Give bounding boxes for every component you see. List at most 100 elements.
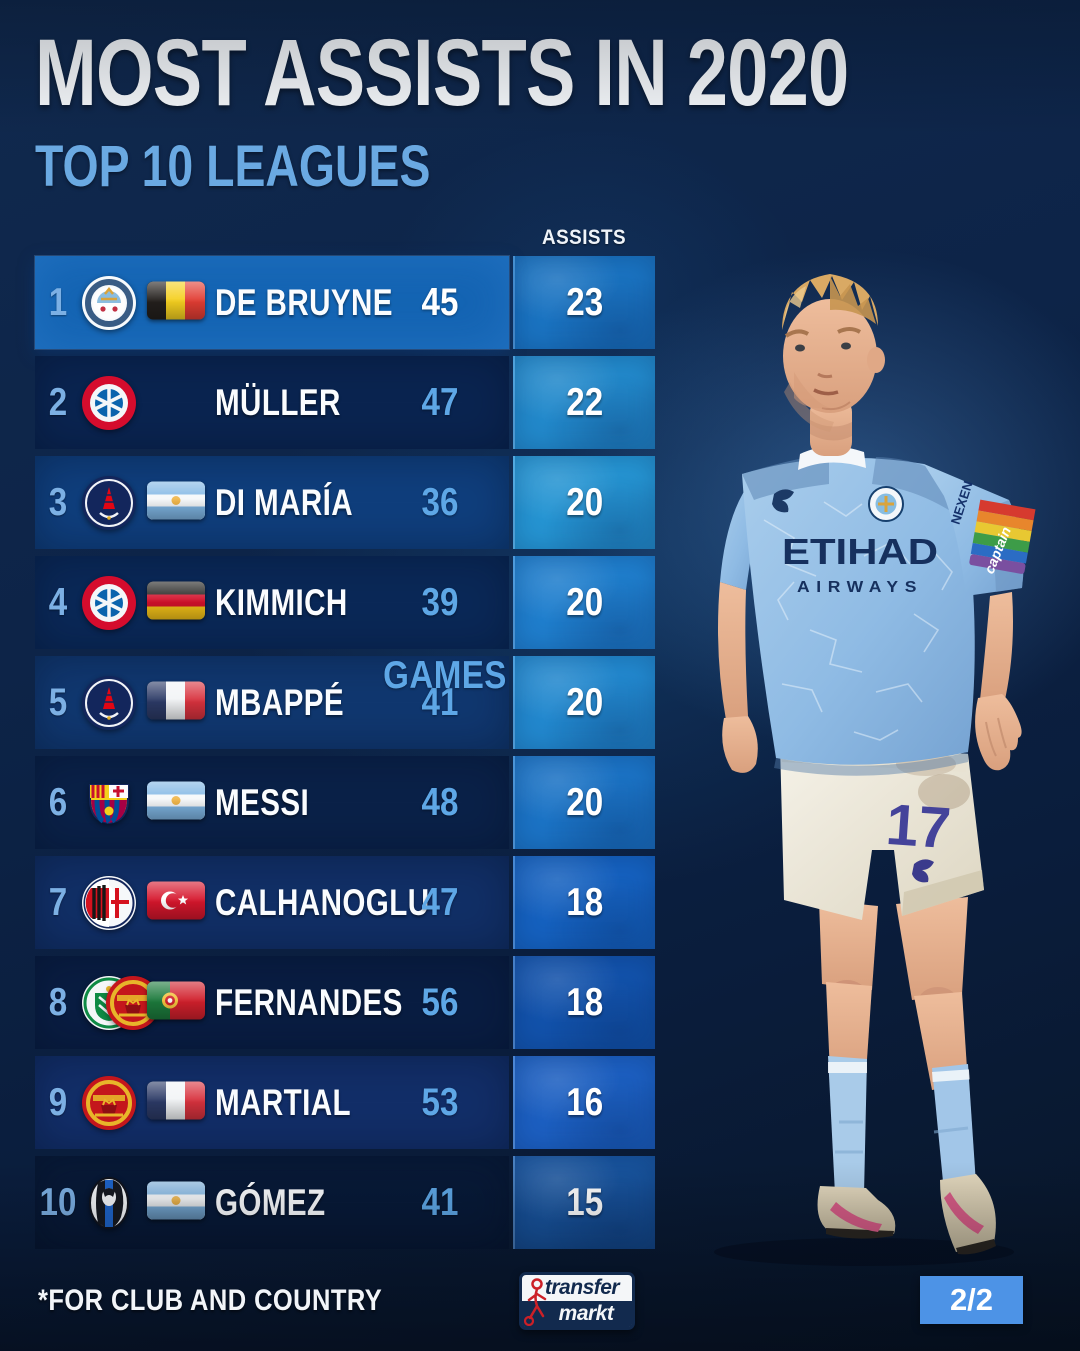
player-name: MARTIAL <box>215 1081 351 1123</box>
player-name: GÓMEZ <box>215 1181 326 1223</box>
assists-table: 1 DE BRUYNE 45 23 2 MÜLLER 47 22 3 <box>35 256 655 1256</box>
club-badges <box>81 875 137 931</box>
nation-flag-slot <box>147 281 205 324</box>
nation-flag-slot <box>147 881 205 924</box>
table-row: 9 MARTIAL 53 16 <box>35 1056 655 1149</box>
transfermarkt-logo-bottom-text: markt <box>522 1301 632 1327</box>
club-badges <box>81 575 137 631</box>
transfermarkt-logo-top-text: transfer <box>544 1276 620 1299</box>
portugal-flag <box>147 981 205 1019</box>
table-row: 3 DI MARÍA 36 20 <box>35 456 655 549</box>
assists-cell: 23 <box>513 256 655 349</box>
assists-cell: 20 <box>513 556 655 649</box>
turkey-flag <box>147 881 205 919</box>
column-header-games: GAMES <box>383 653 507 697</box>
games-value: 39 <box>421 580 459 624</box>
argentina-flag <box>147 781 205 819</box>
table-row: 7 CALHANOGLU 47 18 <box>35 856 655 949</box>
assists-value: 20 <box>566 480 604 524</box>
assists-cell: 20 <box>513 456 655 549</box>
rank-number: 1 <box>48 280 68 324</box>
germany-flag <box>147 581 205 619</box>
assists-cell: 20 <box>513 656 655 749</box>
transfermarkt-logo: transfer markt <box>519 1272 635 1330</box>
table-row: 10 GÓMEZ 41 15 <box>35 1156 655 1249</box>
games-value: 53 <box>421 1080 459 1124</box>
player-name: MESSI <box>215 781 310 823</box>
puma-logo-shorts <box>912 859 934 883</box>
assists-cell: 16 <box>513 1056 655 1149</box>
rank-number: 4 <box>48 580 68 624</box>
games-value: 56 <box>421 980 459 1024</box>
transfermarkt-player-icon <box>524 1278 547 1326</box>
player-photo: 17 <box>614 252 1080 1270</box>
rank-number: 2 <box>48 380 68 424</box>
assists-value: 22 <box>566 380 604 424</box>
games-value: 41 <box>421 1180 459 1224</box>
ac-milan-badge <box>81 875 137 931</box>
table-row: 4 KIMMICH 39 20 <box>35 556 655 649</box>
rank-number: 9 <box>48 1080 68 1124</box>
rank-number: 6 <box>48 780 68 824</box>
assists-cell: 18 <box>513 856 655 949</box>
psg-badge <box>81 475 137 531</box>
manchester-united-badge <box>81 1075 137 1131</box>
page-title: MOST ASSISTS IN 2020 <box>35 20 849 126</box>
rank-number: 3 <box>48 480 68 524</box>
assists-value: 23 <box>566 280 604 324</box>
club-badges <box>81 1075 137 1131</box>
france-flag <box>147 681 205 719</box>
assists-cell: 20 <box>513 756 655 849</box>
games-value: 48 <box>421 780 459 824</box>
jersey-sponsor-line2: AIRWAYS <box>797 579 923 596</box>
table-row: 5 MBAPPÉ 41 20 <box>35 656 655 749</box>
assists-cell: 15 <box>513 1156 655 1249</box>
table-row: 2 MÜLLER 47 22 <box>35 356 655 449</box>
player-name: MÜLLER <box>215 381 341 423</box>
games-value: 47 <box>421 880 459 924</box>
column-header-assists: ASSISTS <box>541 226 627 249</box>
nation-flag-slot <box>147 781 205 824</box>
table-row: 8 FERNANDES 56 18 <box>35 956 655 1049</box>
psg-badge <box>81 675 137 731</box>
ground-shadow <box>714 1238 1014 1266</box>
argentina-flag <box>147 481 205 519</box>
player-name: KIMMICH <box>215 581 348 623</box>
assists-value: 18 <box>566 880 604 924</box>
rank-number: 7 <box>48 880 68 924</box>
footnote: *FOR CLUB AND COUNTRY <box>38 1284 383 1317</box>
games-value: 41 <box>421 680 459 724</box>
club-badges <box>81 775 137 831</box>
page-subtitle: TOP 10 LEAGUES <box>35 134 431 199</box>
puma-logo-shoulder <box>772 489 794 513</box>
table-row: 6 MESSI 48 20 <box>35 756 655 849</box>
assists-cell: 22 <box>513 356 655 449</box>
club-badges <box>81 675 137 731</box>
nation-flag-slot <box>147 1181 205 1224</box>
nation-flag-slot <box>147 981 205 1024</box>
player-name: DE BRUYNE <box>215 281 393 323</box>
bayern-munich-badge <box>81 375 137 431</box>
assists-value: 15 <box>566 1180 604 1224</box>
rank-number: 10 <box>39 1180 77 1224</box>
belgium-flag <box>147 281 205 319</box>
assists-value: 20 <box>566 580 604 624</box>
assists-value: 18 <box>566 980 604 1024</box>
nation-flag-slot <box>147 481 205 524</box>
player-name: MBAPPÉ <box>215 681 345 723</box>
assists-value: 16 <box>566 1080 604 1124</box>
rank-number: 5 <box>48 680 68 724</box>
france-flag <box>147 1081 205 1119</box>
club-badges <box>81 1175 137 1231</box>
page-indicator-badge: 2/2 <box>920 1276 1023 1324</box>
club-badges <box>81 275 137 331</box>
assists-cell: 18 <box>513 956 655 1049</box>
table-row: 1 DE BRUYNE 45 23 <box>35 256 655 349</box>
nation-flag-slot <box>147 681 205 724</box>
games-value: 36 <box>421 480 459 524</box>
rainbow-captain-armband <box>969 499 1036 574</box>
nation-flag-slot <box>147 1081 205 1124</box>
bayern-munich-badge <box>81 575 137 631</box>
club-badges <box>81 475 137 531</box>
